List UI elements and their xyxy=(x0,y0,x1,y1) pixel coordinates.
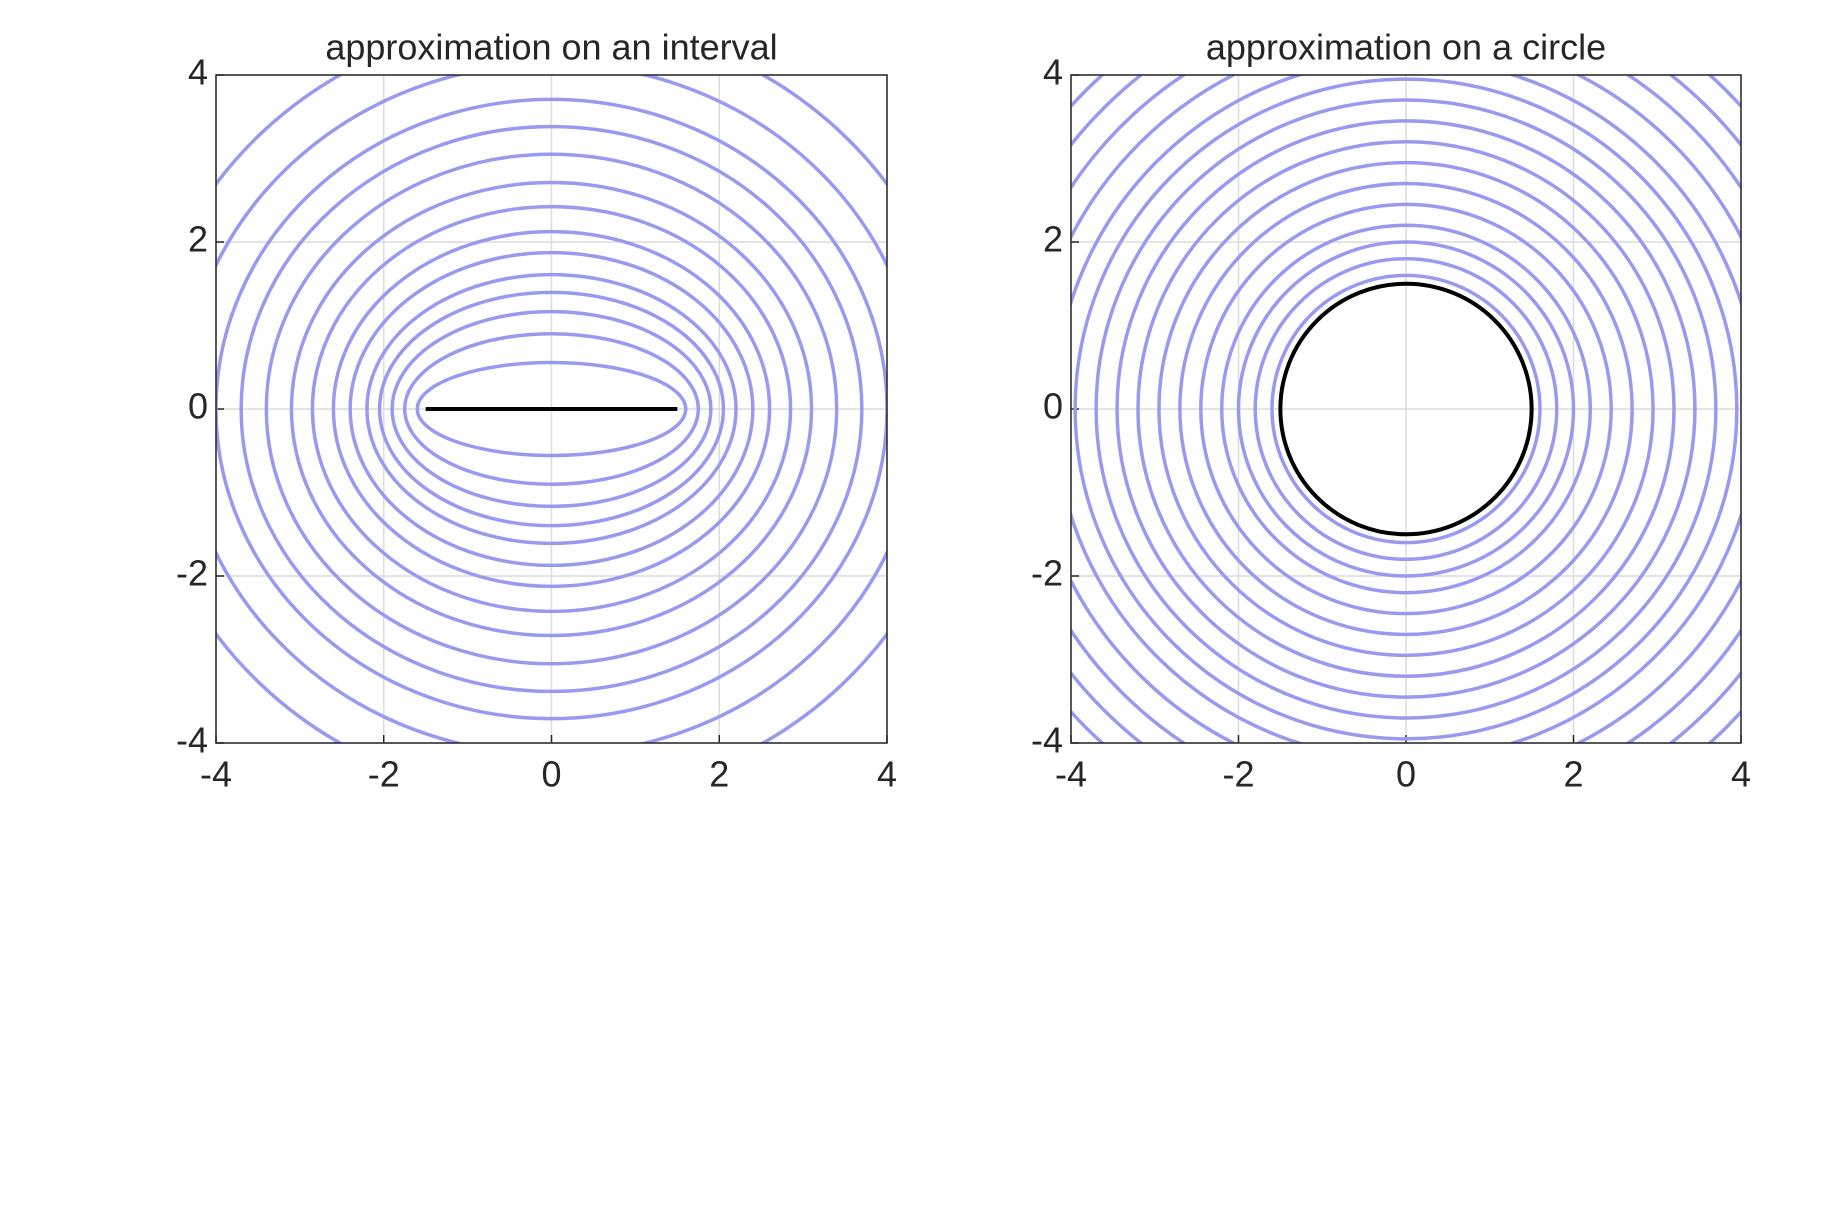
contour-line xyxy=(402,331,701,487)
axes-box xyxy=(215,74,888,744)
contour-line xyxy=(289,180,814,638)
x-tick-label: 0 xyxy=(541,754,561,795)
y-tick-label: -4 xyxy=(1031,720,1063,761)
panel: approximation on a circle -4 -2 0 2 4 -4 -2 0 2 4 xyxy=(1031,27,1751,795)
x-tick-label: -2 xyxy=(1222,754,1254,795)
contour-line xyxy=(216,97,887,721)
contour-line xyxy=(1253,256,1559,562)
panel: approximation on an interval -4 -2 0 2 4 -4 -2 0… xyxy=(176,27,897,795)
y-tick-label: -2 xyxy=(176,553,208,594)
contour-line xyxy=(1157,160,1655,658)
contour-line xyxy=(1094,98,1718,720)
contour-line xyxy=(365,272,738,546)
y-tick-label: 0 xyxy=(1043,386,1063,427)
contour-line xyxy=(1199,202,1613,616)
contour-line xyxy=(239,124,864,694)
x-tick-label: 0 xyxy=(1396,754,1416,795)
contour-line xyxy=(1115,119,1697,699)
y-tick-label: 2 xyxy=(1043,219,1063,260)
contour-line xyxy=(1220,223,1592,595)
y-tick-label: 4 xyxy=(1043,52,1063,93)
contour-line xyxy=(1073,77,1739,741)
y-tick-label: -4 xyxy=(176,720,208,761)
x-tick-label: -2 xyxy=(368,754,400,795)
x-tick-label: 4 xyxy=(1731,754,1751,795)
circle-set xyxy=(1278,281,1534,537)
contour-line xyxy=(1136,140,1676,678)
chart-title: approximation on a circle xyxy=(1206,27,1606,68)
y-tick-label: 2 xyxy=(188,219,208,260)
contour-line xyxy=(331,229,772,589)
x-tick-label: 4 xyxy=(877,754,897,795)
x-tick-label: 2 xyxy=(709,754,729,795)
contour-line xyxy=(1236,240,1576,578)
contour-line xyxy=(348,250,755,568)
x-tick-label: 2 xyxy=(1563,754,1583,795)
contour-line xyxy=(1270,273,1542,545)
axes-box xyxy=(1070,74,1742,744)
contour-line xyxy=(264,152,839,666)
contours xyxy=(1071,75,1741,743)
contours xyxy=(216,75,887,743)
x-tick-label: -4 xyxy=(200,754,232,795)
x-tick-label: -4 xyxy=(1055,754,1087,795)
y-tick-label: 0 xyxy=(188,386,208,427)
y-tick-label: 4 xyxy=(188,52,208,93)
contour-line xyxy=(415,360,688,458)
contour-line xyxy=(377,290,726,528)
contour-line xyxy=(1178,181,1634,637)
contour-line xyxy=(390,309,713,509)
contour-line xyxy=(310,204,793,614)
chart-title: approximation on an interval xyxy=(325,27,777,68)
y-tick-label: -2 xyxy=(1031,553,1063,594)
